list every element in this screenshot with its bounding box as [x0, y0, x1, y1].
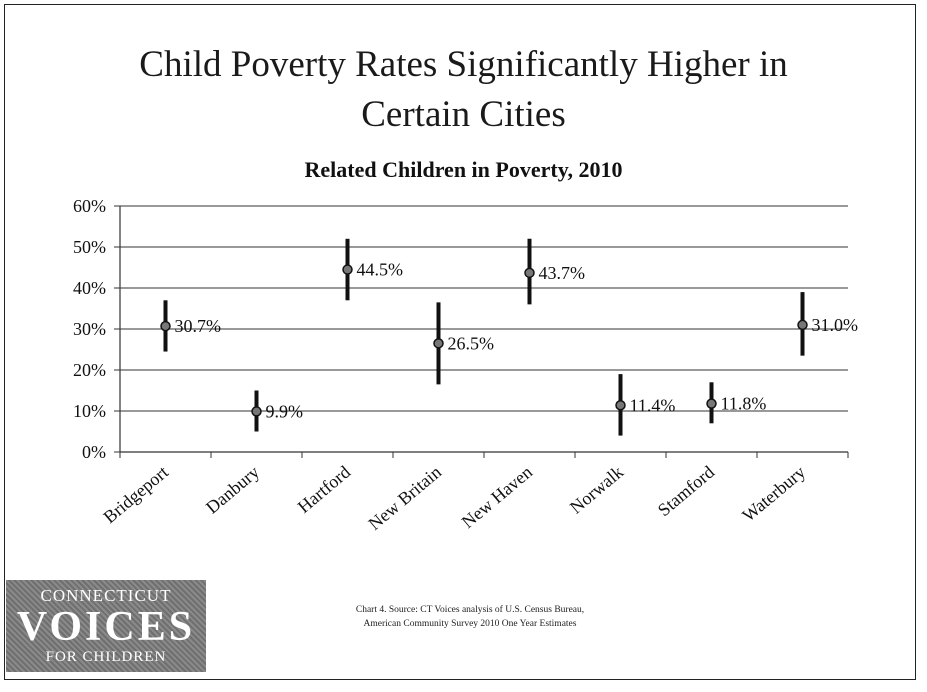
x-category-label: New Haven — [458, 462, 536, 532]
data-label: 43.7% — [539, 263, 586, 283]
data-point — [524, 267, 535, 279]
data-label: 44.5% — [357, 260, 404, 280]
y-tick-label: 10% — [73, 401, 106, 421]
y-tick-label: 60% — [73, 196, 106, 216]
data-label: 30.7% — [175, 316, 222, 336]
slide-frame — [4, 4, 916, 680]
data-point — [160, 320, 171, 332]
source-line2: American Community Survey 2010 One Year … — [363, 619, 577, 629]
data-label: 11.8% — [721, 394, 767, 414]
data-point — [706, 398, 717, 409]
data-point — [342, 264, 353, 275]
chart-title: Related Children in Poverty, 2010 — [304, 157, 623, 182]
slide-title: Child Poverty Rates Significantly Higher… — [0, 40, 927, 140]
x-category-label: Waterbury — [738, 462, 809, 526]
data-label: 31.0% — [812, 315, 859, 335]
logo-line3: FOR CHILDREN — [45, 649, 167, 665]
source-line1: Chart 4. Source: CT Voices analysis of U… — [355, 605, 585, 615]
x-category-label: Bridgeport — [99, 462, 172, 527]
connecticut-voices-logo: CONNECTICUT VOICES FOR CHILDREN — [6, 580, 206, 672]
y-tick-label: 40% — [73, 278, 106, 298]
data-label: 9.9% — [266, 401, 304, 421]
y-tick-label: 30% — [73, 319, 106, 339]
data-point — [797, 319, 808, 331]
slide-title-line1: Child Poverty Rates Significantly Higher… — [139, 44, 788, 85]
logo-line1: CONNECTICUT — [40, 586, 172, 605]
slide-title-line2: Certain Cities — [361, 94, 566, 135]
data-point — [615, 400, 626, 411]
y-tick-label: 0% — [82, 442, 106, 462]
x-category-label: Stamford — [654, 462, 718, 520]
data-point — [433, 338, 444, 349]
x-category-label: Hartford — [294, 462, 354, 517]
chart-source-note: Chart 4. Source: CT Voices analysis of U… — [270, 603, 670, 631]
x-category-label: Norwalk — [566, 462, 627, 518]
data-label: 26.5% — [448, 333, 495, 353]
data-point — [251, 406, 262, 417]
logo-line2: VOICES — [16, 604, 196, 650]
data-label: 11.4% — [630, 395, 676, 415]
y-tick-label: 50% — [73, 237, 106, 257]
x-category-label: Danbury — [202, 462, 263, 518]
y-tick-label: 20% — [73, 360, 106, 380]
x-category-label: New Britain — [364, 462, 445, 534]
